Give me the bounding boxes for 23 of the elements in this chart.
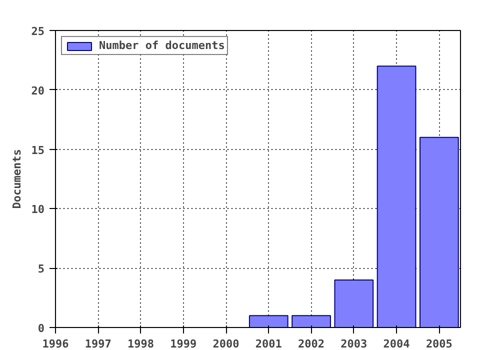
y-tick-label: 10 bbox=[31, 203, 45, 216]
y-tick-label: 5 bbox=[38, 262, 44, 276]
y-tick-label: 0 bbox=[38, 322, 44, 335]
bar bbox=[334, 279, 374, 328]
x-tick-label: 1997 bbox=[84, 338, 112, 350]
x-tick-label: 2005 bbox=[426, 338, 452, 350]
x-tick-label: 1996 bbox=[42, 338, 70, 350]
bar bbox=[420, 136, 459, 328]
x-tick-label: 2000 bbox=[212, 338, 240, 350]
bar bbox=[376, 66, 416, 328]
x-tick-label: 2001 bbox=[255, 338, 282, 350]
bar bbox=[248, 315, 288, 328]
x-tick-label: 1999 bbox=[170, 338, 197, 350]
y-axis-title: Documents bbox=[10, 149, 24, 209]
legend-label: Number of documents bbox=[99, 39, 225, 52]
y-tick-label: 25 bbox=[31, 25, 45, 38]
y-tick-label: 15 bbox=[31, 144, 45, 157]
x-tick-label: 2003 bbox=[340, 338, 368, 350]
x-tick-label: 2002 bbox=[298, 338, 325, 350]
x-tick-label: 2004 bbox=[383, 338, 410, 350]
x-tick-label: 1998 bbox=[128, 338, 154, 350]
y-tick-label: 20 bbox=[31, 84, 45, 98]
bar bbox=[292, 315, 331, 328]
